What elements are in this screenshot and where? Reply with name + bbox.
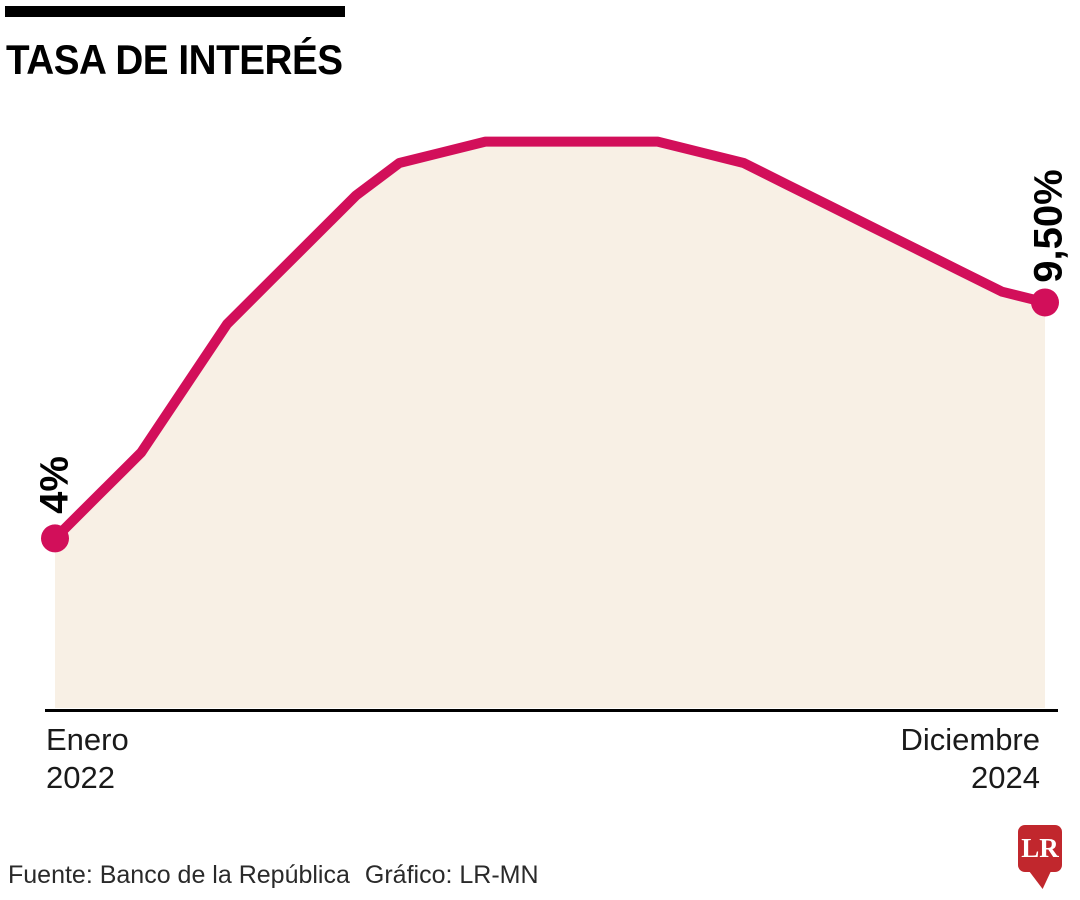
start-value-label: 4% — [32, 456, 77, 514]
footer: Fuente: Banco de la República Gráfico: LR… — [8, 861, 539, 890]
x-axis-line — [45, 709, 1058, 712]
x-axis-end-year: 2024 — [971, 760, 1040, 795]
x-axis-label-start: Enero 2022 — [46, 721, 129, 797]
credit-text: Gráfico: LR-MN — [364, 861, 539, 889]
source-text: Fuente: Banco de la República — [8, 861, 350, 889]
lr-logo: LR — [1018, 825, 1062, 889]
title-accent-bar — [5, 6, 345, 17]
area-fill — [55, 141, 1045, 709]
x-axis-end-month: Diciembre — [900, 722, 1040, 757]
lr-logo-bubble: LR — [1018, 825, 1062, 872]
lr-logo-text: LR — [1021, 833, 1059, 863]
lr-logo-tail-icon — [1029, 871, 1051, 889]
x-axis-start-year: 2022 — [46, 760, 115, 795]
end-value-label: 9,50% — [1026, 169, 1071, 283]
start-point-marker — [41, 524, 69, 553]
rate-line — [50, 136, 1050, 544]
end-point-marker — [1031, 288, 1059, 317]
x-axis-label-end: Diciembre 2024 — [900, 721, 1040, 797]
page-title: TASA DE INTERÉS — [6, 36, 343, 83]
x-axis-start-month: Enero — [46, 722, 129, 757]
